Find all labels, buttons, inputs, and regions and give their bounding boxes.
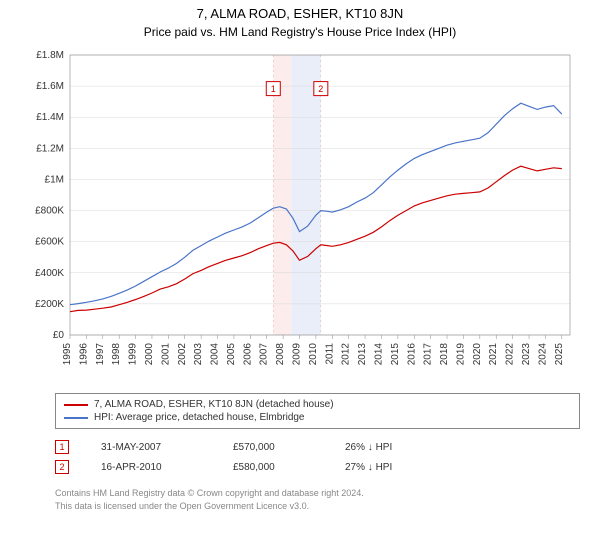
svg-text:2014: 2014 xyxy=(373,343,384,366)
legend-label: 7, ALMA ROAD, ESHER, KT10 8JN (detached … xyxy=(94,399,334,410)
sale-price: £570,000 xyxy=(233,442,313,453)
footer-note: Contains HM Land Registry data © Crown c… xyxy=(55,487,580,512)
svg-text:2021: 2021 xyxy=(488,343,499,366)
sale-pct-vs-hpi: 27% ↓ HPI xyxy=(345,462,435,473)
svg-text:1999: 1999 xyxy=(128,343,139,366)
svg-text:£1.6M: £1.6M xyxy=(36,81,64,92)
svg-text:1997: 1997 xyxy=(95,343,106,366)
svg-text:2017: 2017 xyxy=(423,343,434,366)
svg-text:2001: 2001 xyxy=(160,343,171,366)
svg-text:2000: 2000 xyxy=(144,343,155,366)
legend-item: HPI: Average price, detached house, Elmb… xyxy=(64,411,571,424)
svg-text:2016: 2016 xyxy=(406,343,417,366)
sale-pct-vs-hpi: 26% ↓ HPI xyxy=(345,442,435,453)
svg-text:2022: 2022 xyxy=(505,343,516,366)
svg-text:1998: 1998 xyxy=(111,343,122,366)
svg-text:2012: 2012 xyxy=(341,343,352,366)
svg-text:2025: 2025 xyxy=(554,343,565,366)
sale-date: 31-MAY-2007 xyxy=(101,442,201,453)
line-chart-svg: £0 £200K £400K £600K £800K £1M £1.2M £1.4M £1.6M… xyxy=(20,45,580,385)
svg-text:2011: 2011 xyxy=(324,343,335,365)
svg-text:£600K: £600K xyxy=(35,237,64,248)
svg-text:2008: 2008 xyxy=(275,343,286,366)
chart-area: £0 £200K £400K £600K £800K £1M £1.2M £1.4M £1.6M… xyxy=(20,45,580,385)
legend-swatch xyxy=(64,404,88,406)
legend-label: HPI: Average price, detached house, Elmb… xyxy=(94,412,305,423)
sales-row: 2 16-APR-2010 £580,000 27% ↓ HPI xyxy=(55,457,580,477)
svg-text:£400K: £400K xyxy=(35,268,64,279)
svg-text:2018: 2018 xyxy=(439,343,450,366)
sale-date: 16-APR-2010 xyxy=(101,462,201,473)
svg-text:£1.4M: £1.4M xyxy=(36,112,64,123)
svg-text:2023: 2023 xyxy=(521,343,532,366)
footer-line: Contains HM Land Registry data © Crown c… xyxy=(55,487,580,500)
sale-price: £580,000 xyxy=(233,462,313,473)
chart-subtitle: Price paid vs. HM Land Registry's House … xyxy=(0,21,600,45)
marker-badge: 2 xyxy=(55,460,69,474)
legend-item: 7, ALMA ROAD, ESHER, KT10 8JN (detached … xyxy=(64,398,571,411)
sales-row: 1 31-MAY-2007 £570,000 26% ↓ HPI xyxy=(55,437,580,457)
svg-text:2002: 2002 xyxy=(177,343,188,366)
svg-text:2005: 2005 xyxy=(226,343,237,366)
svg-text:2013: 2013 xyxy=(357,343,368,366)
svg-text:2010: 2010 xyxy=(308,343,319,366)
svg-text:£800K: £800K xyxy=(35,206,64,217)
svg-text:£1M: £1M xyxy=(45,174,64,185)
footer-line: This data is licensed under the Open Gov… xyxy=(55,500,580,513)
svg-text:2024: 2024 xyxy=(537,343,548,366)
svg-text:1995: 1995 xyxy=(62,343,73,366)
legend-swatch xyxy=(64,417,88,419)
svg-text:1996: 1996 xyxy=(78,343,89,366)
svg-text:2015: 2015 xyxy=(390,343,401,366)
svg-text:2003: 2003 xyxy=(193,343,204,366)
page-container: 7, ALMA ROAD, ESHER, KT10 8JN Price paid… xyxy=(0,0,600,560)
svg-text:2004: 2004 xyxy=(210,343,221,366)
legend-box: 7, ALMA ROAD, ESHER, KT10 8JN (detached … xyxy=(55,393,580,429)
svg-text:2009: 2009 xyxy=(292,343,303,366)
chart-title: 7, ALMA ROAD, ESHER, KT10 8JN xyxy=(0,0,600,21)
marker-badge: 1 xyxy=(55,440,69,454)
svg-text:2006: 2006 xyxy=(242,343,253,366)
svg-text:£1.2M: £1.2M xyxy=(36,143,64,154)
svg-text:£0: £0 xyxy=(53,330,65,341)
svg-text:£1.8M: £1.8M xyxy=(36,50,64,61)
svg-text:2007: 2007 xyxy=(259,343,270,366)
svg-text:2019: 2019 xyxy=(455,343,466,366)
sales-table: 1 31-MAY-2007 £570,000 26% ↓ HPI 2 16-AP… xyxy=(55,437,580,477)
svg-text:£200K: £200K xyxy=(35,299,64,310)
svg-text:2020: 2020 xyxy=(472,343,483,366)
